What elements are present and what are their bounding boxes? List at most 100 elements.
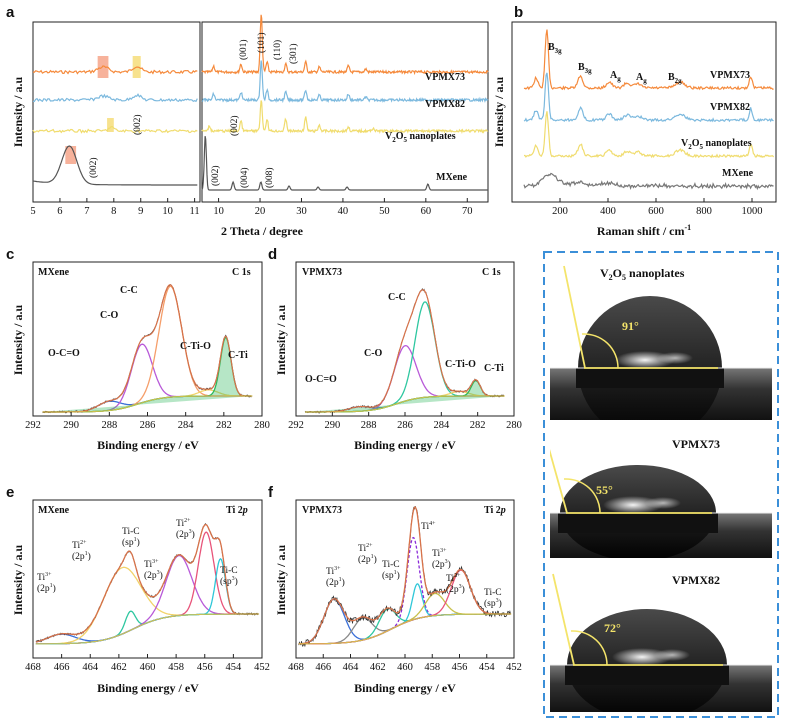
xps-peak-label: Ti3+: [432, 548, 447, 559]
xrd-right-curve: [201, 60, 489, 104]
xps-peak-label-orbital-tail: ): [374, 554, 377, 565]
raman-x-tick-label: 800: [696, 206, 712, 217]
xrd-left-x-tick-label: 5: [30, 206, 35, 217]
xps-peak-component: [35, 613, 259, 643]
xps-peak-label-orbital: (2p1): [358, 554, 377, 565]
xrd-right-curve: [201, 14, 489, 76]
xps-peak-label-main: Ti: [37, 573, 45, 583]
xrd-series-label-vpmx73: VPMX73: [425, 72, 465, 83]
droplet-highlight: [657, 352, 693, 364]
xrd-left-curve: [32, 93, 198, 103]
xrd-left-curve: [32, 145, 198, 186]
label-main: V: [600, 266, 609, 280]
xps-x-tick-label: 462: [370, 662, 386, 673]
xps-x-tick-label: 462: [111, 662, 127, 673]
xps-x-tick-label: 468: [288, 662, 304, 673]
contact-angle-value: 72°: [604, 621, 621, 635]
xrd-right-x-tick-label: 50: [379, 206, 390, 217]
xps-peak-label-orbital-main: (2p: [446, 584, 459, 595]
xps-peak-label-orbital-main: (sp: [122, 537, 134, 548]
label-main: VPMX73: [672, 437, 720, 451]
droplet-reflection: [576, 368, 724, 388]
d-label-ctio: C-Ti-O: [445, 359, 476, 370]
xrd-x-label: 2 Theta / degree: [221, 224, 304, 238]
e-y-label: Intensity / a.u: [11, 545, 25, 616]
d-y-label: Intensity / a.u: [274, 305, 288, 376]
raman-curve: [523, 29, 774, 91]
raman-x-tick-label: 1000: [742, 206, 763, 217]
label-sub: 2: [609, 273, 613, 282]
xps-peak-label-sup: 2+: [454, 573, 461, 579]
xps-peak-label-orbital-tail: ): [499, 598, 502, 609]
xps-peak-label-orbital-tail: ): [137, 537, 140, 548]
c-title-left: MXene: [38, 267, 70, 278]
xps-peak-label-orbital-tail: ): [342, 577, 345, 588]
f-title-right: Ti 2p: [484, 505, 506, 516]
xps-peak-label-main: Ti: [326, 567, 334, 577]
raman-frame: [511, 21, 777, 203]
xps-x-tick-label: 288: [361, 420, 377, 431]
xps-x-tick-label: 290: [63, 420, 79, 431]
xps-peak-label-orbital-sup: 1: [394, 570, 397, 576]
xps-peak-label-main: Ti-C: [220, 566, 238, 576]
xps-peak-label-orbital-sup: 1: [339, 577, 342, 583]
panel-label-e: e: [6, 484, 14, 501]
droplet-highlight: [654, 649, 690, 661]
xps-peak-label: Ti-C: [122, 527, 140, 537]
c-label-cti: C-Ti: [228, 350, 248, 361]
xrd-highlight-band: [107, 118, 114, 132]
xps-peak-label: Ti3+: [144, 559, 159, 570]
xps-peak-label-main: Ti: [432, 549, 440, 559]
xrd-ann-004: (004): [239, 167, 250, 188]
xps-peak-label-orbital: (sp1): [122, 537, 140, 548]
e-title-right: Ti 2p: [226, 505, 248, 516]
xrd-left-x-tick-label: 11: [190, 206, 200, 217]
c-label-cc: C-C: [120, 285, 138, 296]
xps-peak-label-orbital-main: (2p: [37, 583, 50, 594]
raman-ann-ag-1: Ag: [610, 70, 621, 83]
xps-peak-label-sup: 2+: [80, 540, 87, 546]
xps-peak-label-orbital-main: (sp: [382, 570, 394, 581]
contact-angle-panel: 91° V2O5 nanoplates 55° VPMX73 72° VPMX82: [543, 251, 779, 718]
xps-peak-label-orbital-sup: 3: [232, 576, 235, 582]
xps-peak-label-orbital: (sp3): [220, 576, 238, 587]
xrd-right-x-tick-label: 20: [255, 206, 266, 217]
raman-curve: [523, 72, 774, 123]
xps-peak-label-orbital: (2p1): [37, 583, 56, 594]
c-y-label: Intensity / a.u: [11, 305, 25, 376]
xps-peak-label-sup: 2+: [184, 518, 191, 524]
label-sub: 5: [622, 273, 626, 282]
contact-angle-sample-label: VPMX82: [672, 573, 720, 587]
angle-arc: [581, 333, 619, 369]
d-title-right: C 1s: [482, 267, 501, 278]
xps-peak-label: Ti2+: [358, 543, 373, 554]
xps-peak-label-orbital: (2p3): [176, 529, 195, 540]
xrd-highlight-band: [65, 146, 77, 164]
xrd-series-label-v2o5: V2O5 nanoplates: [385, 131, 456, 144]
xps-x-tick-label: 452: [506, 662, 522, 673]
xps-x-tick-label: 454: [479, 662, 496, 673]
xps-peak-label-orbital-tail: ): [462, 584, 465, 595]
xps-peak-label-orbital-tail: ): [235, 576, 238, 587]
xps-x-tick-label: 288: [101, 420, 117, 431]
xps-x-tick-label: 286: [140, 420, 156, 431]
tangent-line: [552, 573, 575, 666]
xrd-series-label-mxene: MXene: [436, 172, 468, 183]
xps-peak-label-orbital: (2p1): [72, 551, 91, 562]
xps-c1s-mxene-chart: 292 290 288 286 284 282 280 MXene C 1s O-C=O C…: [11, 261, 270, 452]
xrd-highlight-band: [97, 56, 109, 78]
xps-peak-label-orbital: (2p3): [446, 584, 465, 595]
d-label-ocoo: O-C=O: [305, 374, 337, 385]
xps-peak-label-sup: 2+: [366, 543, 373, 549]
c-x-label: Binding energy / eV: [97, 438, 199, 452]
xps-peak-label-orbital-tail: ): [53, 583, 56, 594]
xps-peak-label-main: Ti: [72, 541, 80, 551]
d-label-cc: C-C: [388, 292, 406, 303]
angle-arc: [570, 630, 608, 666]
label-tail: nanoplates: [626, 266, 685, 280]
xps-peak-label-orbital: (sp3): [484, 598, 502, 609]
xps-peak-label-sup: 3+: [152, 559, 159, 565]
d-label-cti: C-Ti: [484, 363, 504, 374]
xps-x-tick-label: 456: [197, 662, 213, 673]
xps-x-tick-label: 284: [178, 420, 195, 431]
